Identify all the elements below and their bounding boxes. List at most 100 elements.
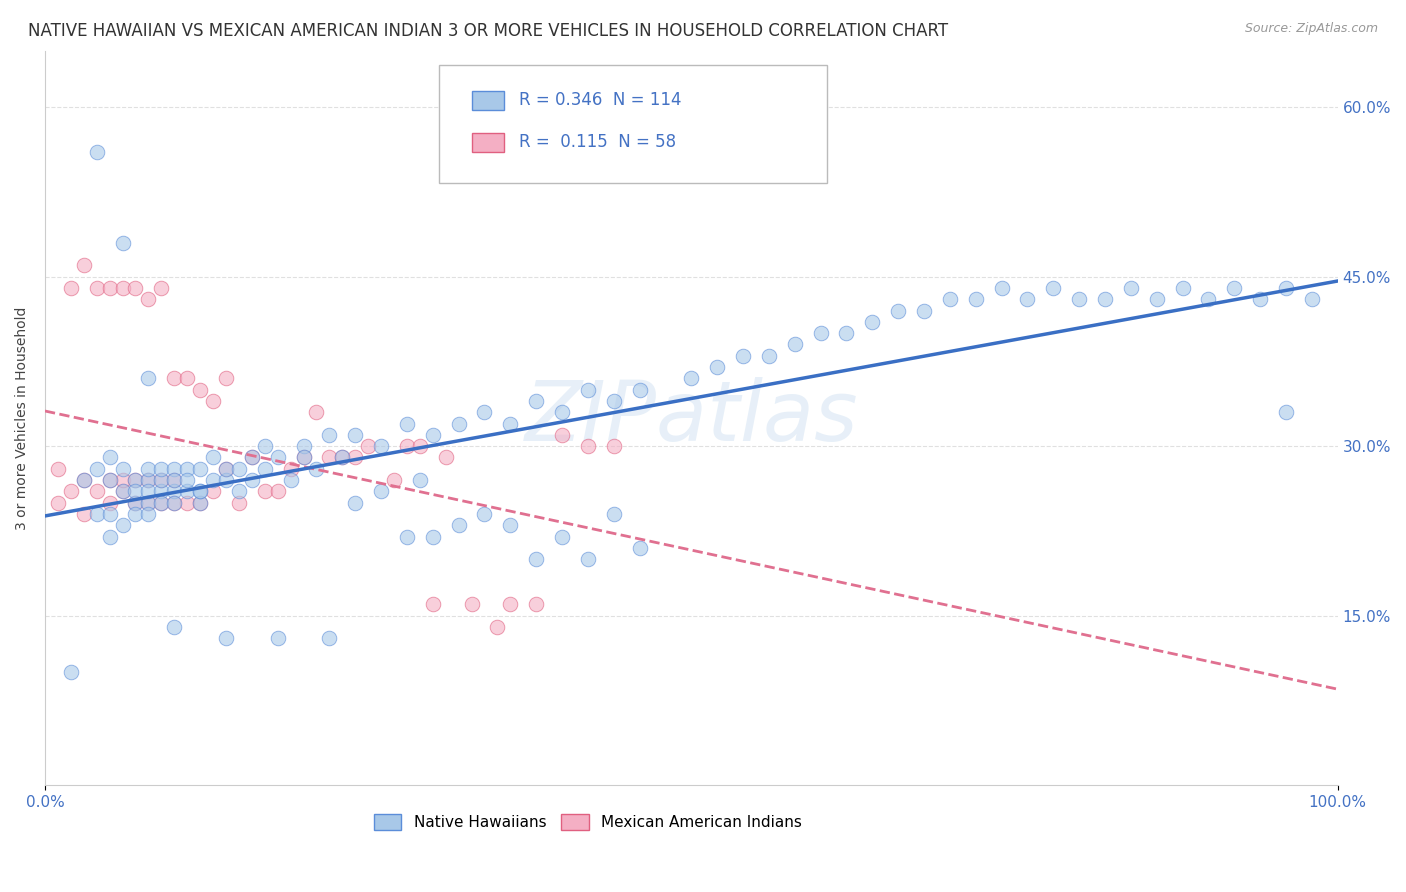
Point — [111, 484, 134, 499]
Point — [228, 495, 250, 509]
Point — [98, 473, 121, 487]
FancyBboxPatch shape — [471, 92, 503, 110]
FancyBboxPatch shape — [439, 65, 827, 183]
Point — [59, 484, 82, 499]
Point — [163, 473, 186, 487]
Point — [215, 371, 238, 385]
Point — [810, 326, 832, 340]
Point — [150, 484, 173, 499]
Point — [1171, 281, 1194, 295]
Point — [111, 518, 134, 533]
Point — [124, 281, 146, 295]
Point — [124, 484, 146, 499]
Point — [240, 473, 263, 487]
Point — [202, 393, 225, 408]
Point — [73, 473, 96, 487]
Point — [681, 371, 703, 385]
Point — [835, 326, 858, 340]
Point — [215, 473, 238, 487]
Point — [1119, 281, 1142, 295]
Point — [138, 461, 160, 475]
Point — [86, 281, 108, 295]
Point — [138, 292, 160, 306]
Point — [409, 473, 432, 487]
Point — [344, 450, 367, 465]
Point — [603, 507, 626, 521]
Point — [202, 473, 225, 487]
Point — [576, 383, 599, 397]
Point — [292, 439, 315, 453]
Point — [603, 439, 626, 453]
Point — [46, 495, 69, 509]
Point — [253, 461, 276, 475]
Point — [395, 439, 418, 453]
Point — [98, 281, 121, 295]
Point — [163, 484, 186, 499]
Point — [98, 473, 121, 487]
Legend: Native Hawaiians, Mexican American Indians: Native Hawaiians, Mexican American India… — [368, 808, 808, 836]
Point — [447, 518, 470, 533]
Point — [524, 393, 547, 408]
Point — [318, 427, 340, 442]
Point — [138, 371, 160, 385]
Point — [163, 495, 186, 509]
Point — [138, 473, 160, 487]
Point — [318, 450, 340, 465]
Point — [783, 337, 806, 351]
Point — [576, 552, 599, 566]
Point — [939, 292, 962, 306]
Point — [499, 417, 522, 431]
Point — [59, 281, 82, 295]
Y-axis label: 3 or more Vehicles in Household: 3 or more Vehicles in Household — [15, 306, 30, 530]
Point — [1042, 281, 1064, 295]
Point — [486, 620, 509, 634]
Point — [395, 529, 418, 543]
Point — [176, 495, 198, 509]
Text: R = 0.346  N = 114: R = 0.346 N = 114 — [519, 91, 682, 109]
Point — [344, 495, 367, 509]
Point — [551, 405, 574, 419]
Point — [59, 665, 82, 679]
Point — [305, 461, 328, 475]
Point — [1069, 292, 1091, 306]
Point — [150, 495, 173, 509]
Point — [150, 473, 173, 487]
Point — [86, 507, 108, 521]
Point — [280, 473, 302, 487]
Point — [1275, 281, 1298, 295]
Point — [124, 495, 146, 509]
Point — [98, 529, 121, 543]
Text: R =  0.115  N = 58: R = 0.115 N = 58 — [519, 133, 676, 151]
Point — [176, 371, 198, 385]
Point — [1146, 292, 1168, 306]
Point — [330, 450, 353, 465]
Point — [46, 461, 69, 475]
Point — [163, 371, 186, 385]
Point — [330, 450, 353, 465]
Point — [395, 417, 418, 431]
Point — [628, 541, 651, 555]
Point — [305, 405, 328, 419]
Point — [228, 461, 250, 475]
Point — [163, 461, 186, 475]
Point — [422, 597, 444, 611]
Point — [138, 495, 160, 509]
Point — [138, 473, 160, 487]
Point — [912, 303, 935, 318]
Point — [253, 484, 276, 499]
Point — [86, 145, 108, 160]
Point — [266, 631, 288, 645]
Point — [887, 303, 910, 318]
Point — [176, 461, 198, 475]
Point — [1094, 292, 1116, 306]
Point — [188, 495, 211, 509]
Point — [1197, 292, 1219, 306]
Point — [524, 597, 547, 611]
Point — [706, 359, 728, 374]
Point — [202, 484, 225, 499]
Point — [292, 450, 315, 465]
Point — [188, 484, 211, 499]
Point — [98, 495, 121, 509]
Point — [111, 461, 134, 475]
Point — [124, 495, 146, 509]
